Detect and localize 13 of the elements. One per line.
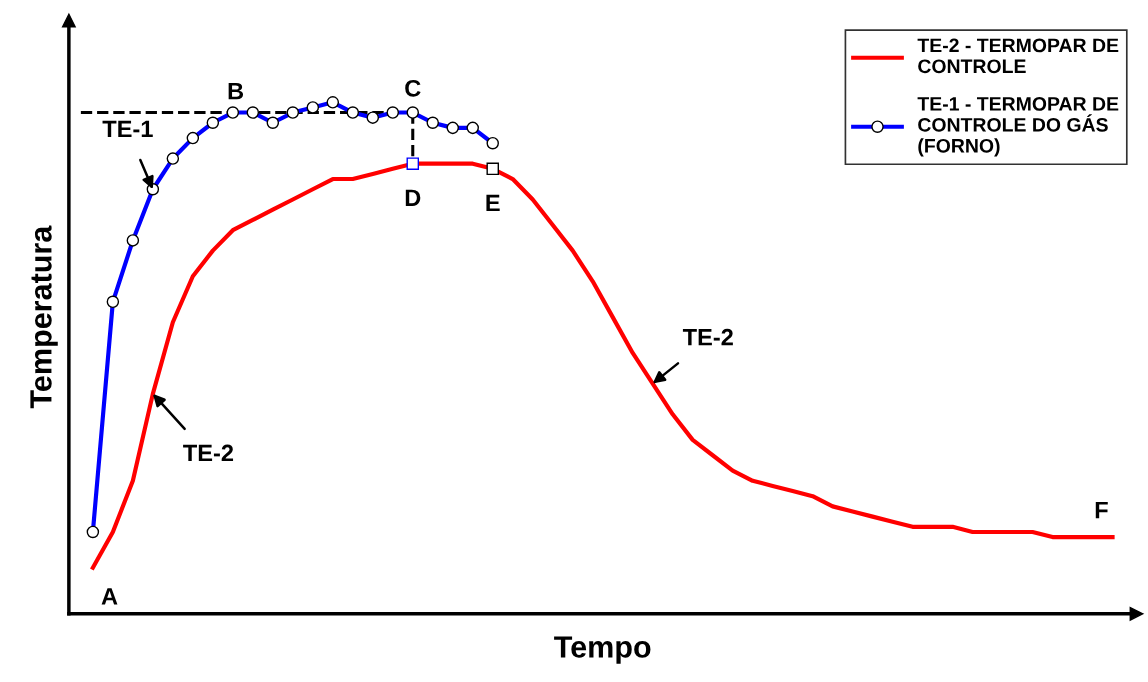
annotation: E	[486, 194, 500, 212]
annotation: TE-2	[682, 328, 733, 346]
annotation: D	[405, 189, 421, 206]
text: B	[228, 82, 244, 100]
annotation: TE-2	[183, 444, 234, 462]
annotation: F	[1095, 501, 1108, 519]
legend-label: TE-1 - TERMOPAR DE CONTROLE DO GÁS (FORNO)	[917, 96, 1119, 157]
text: C	[405, 79, 421, 97]
legend-label: TE-2 - TERMOPAR DE CONTROLE	[917, 38, 1119, 74]
annotation: A	[101, 588, 118, 605]
y-axis-title: Temperatura	[30, 225, 58, 409]
x-axis-title: Tempo	[554, 636, 651, 664]
annotation: TE-1	[102, 120, 153, 138]
